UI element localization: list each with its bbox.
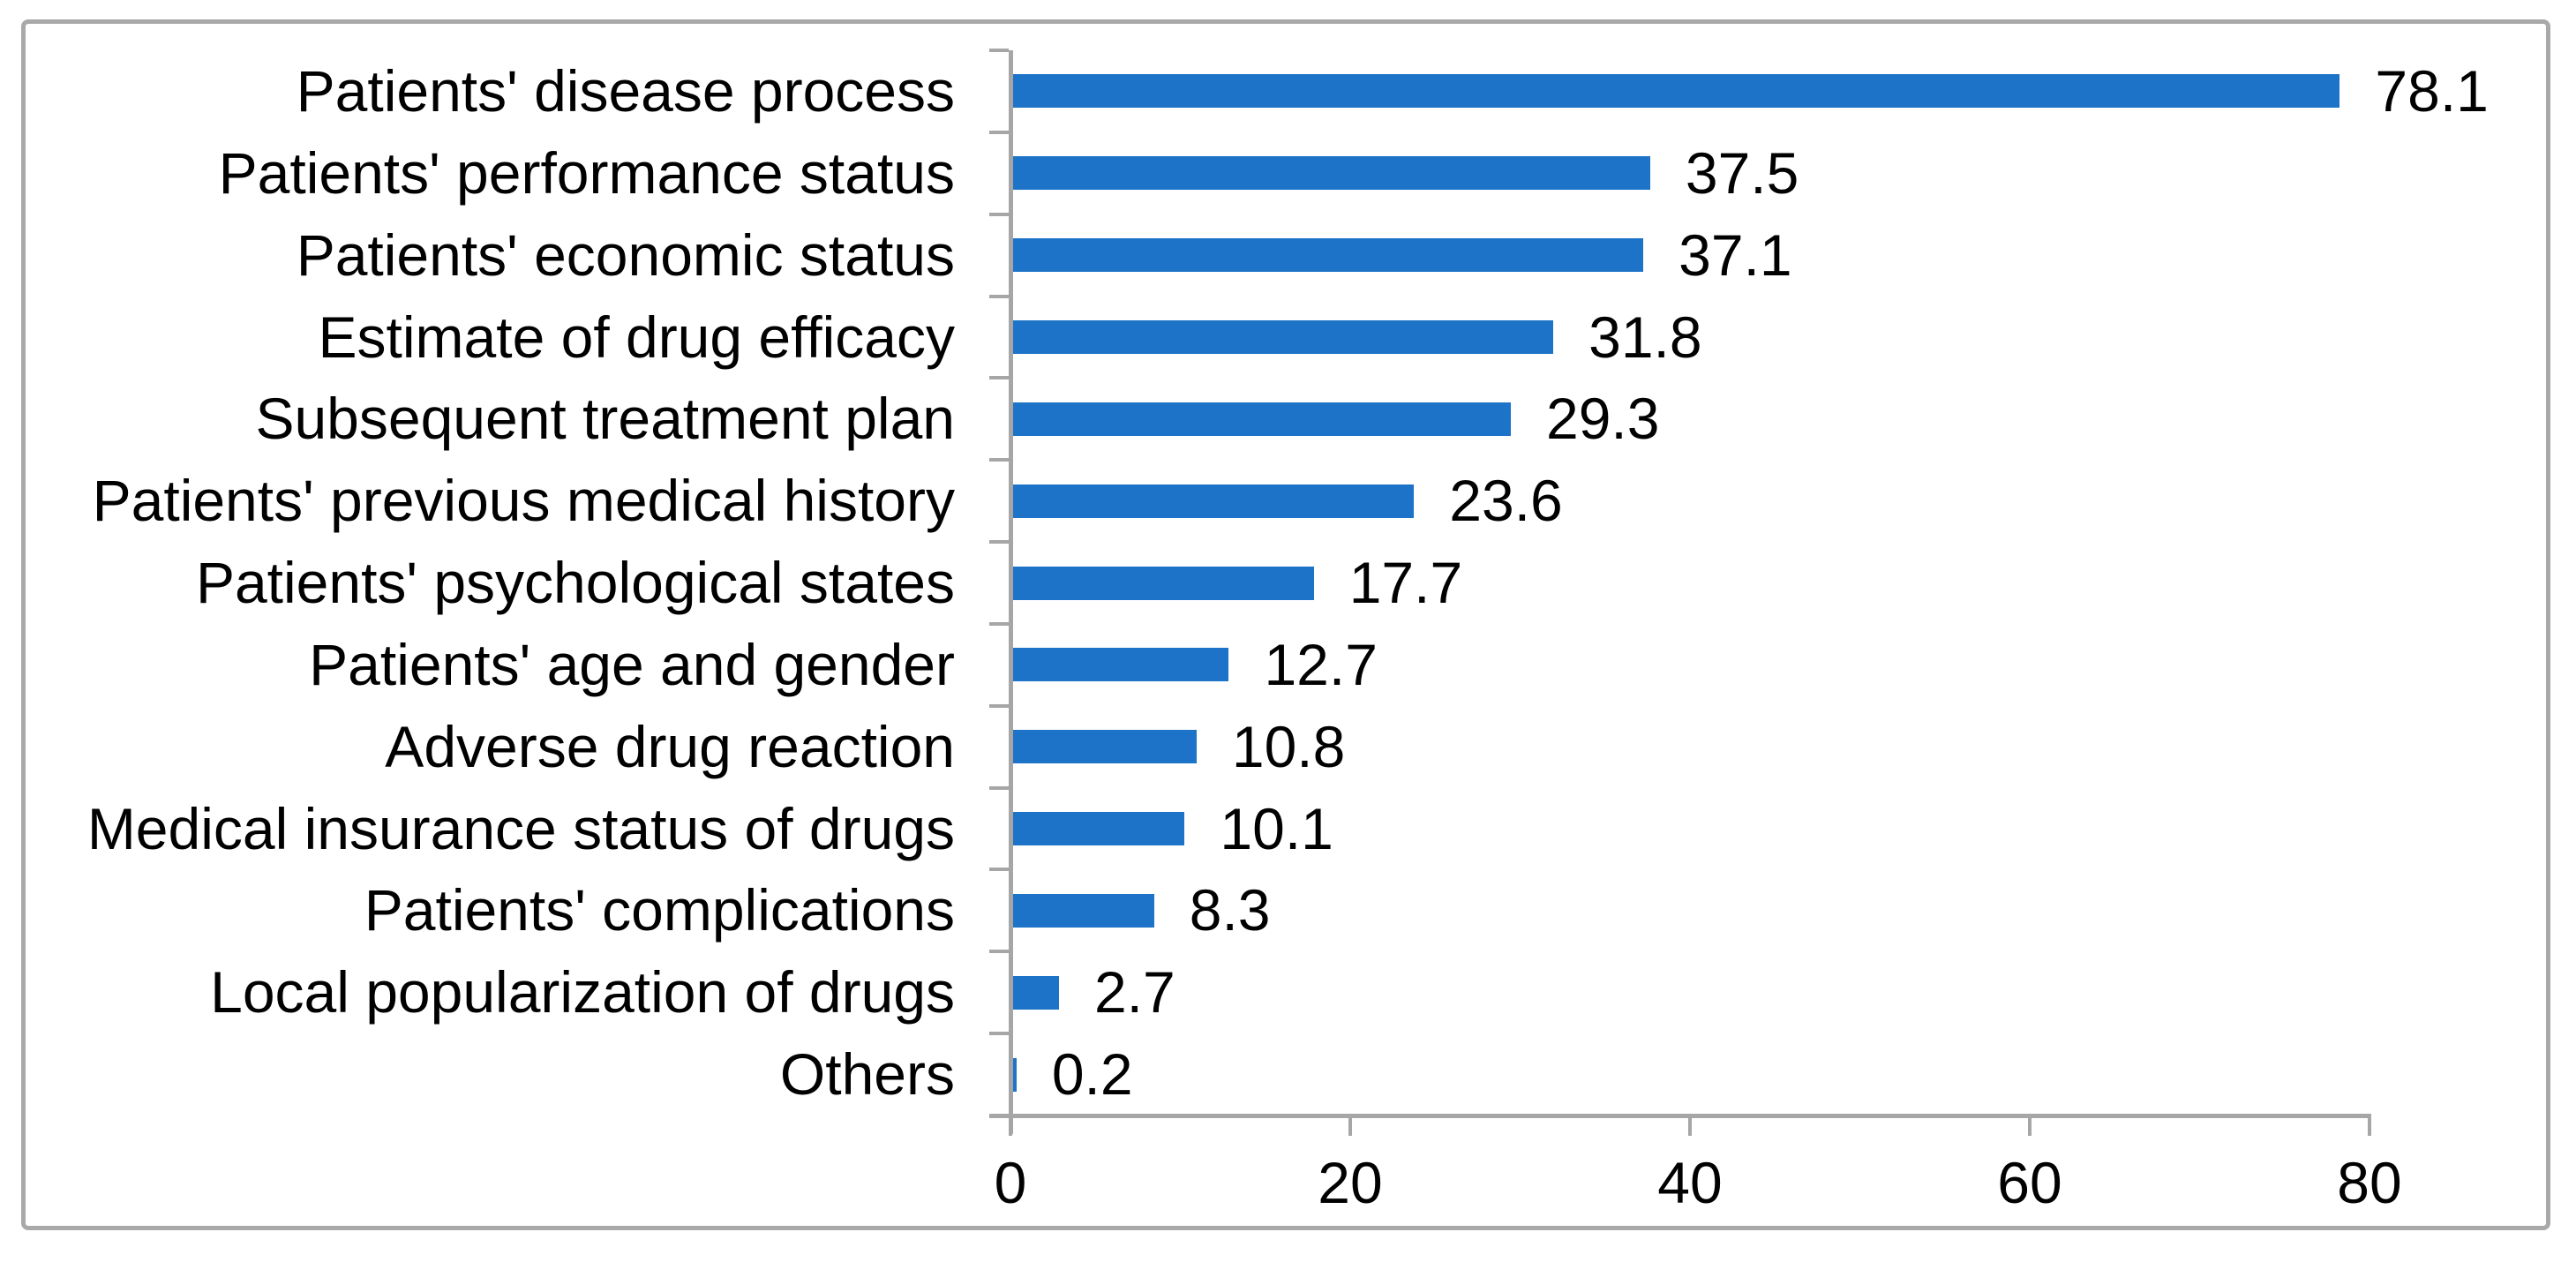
category-label: Patients' complications [364, 877, 955, 943]
category-label: Patients' disease process [296, 58, 955, 124]
y-axis-tick [989, 49, 1009, 52]
y-axis-tick [989, 785, 1009, 790]
bar [1013, 1057, 1017, 1092]
category-label: Patients' age and gender [309, 631, 955, 697]
x-axis-tick [2368, 1117, 2371, 1136]
y-axis-tick [989, 703, 1009, 708]
x-tick-label: 20 [1318, 1150, 1383, 1215]
x-tick-label: 0 [994, 1150, 1027, 1215]
value-label: 29.3 [1546, 386, 1660, 452]
bar [1013, 74, 2340, 109]
category-label: Patients' psychological states [195, 550, 955, 616]
x-axis-tick [2028, 1117, 2032, 1136]
bar [1013, 484, 1415, 518]
category-label: Subsequent treatment plan [255, 386, 955, 452]
x-tick-label: 80 [2337, 1150, 2402, 1215]
category-label: Local popularization of drugs [210, 959, 955, 1025]
y-axis-tick [989, 621, 1009, 626]
value-label: 78.1 [2375, 58, 2489, 124]
value-label: 17.7 [1348, 550, 1463, 616]
y-axis-tick [989, 1032, 1009, 1036]
bar [1013, 812, 1185, 846]
x-axis-tick [1688, 1117, 1692, 1136]
y-axis-tick [989, 212, 1009, 216]
category-label: Patients' economic status [296, 222, 955, 288]
value-label: 10.1 [1220, 795, 1333, 861]
x-axis-tick [1009, 1117, 1012, 1136]
category-label: Patients' performance status [218, 139, 955, 206]
value-label: 37.1 [1679, 222, 1792, 288]
x-tick-label: 60 [1997, 1150, 2062, 1215]
value-label: 23.6 [1449, 468, 1563, 534]
y-axis-tick [989, 130, 1009, 134]
bar [1013, 648, 1229, 682]
bar [1013, 975, 1059, 1010]
bar [1013, 566, 1314, 600]
category-label: Medical insurance status of drugs [86, 795, 955, 861]
y-axis-line [1009, 50, 1013, 1134]
y-axis-tick [989, 376, 1009, 380]
bar [1013, 893, 1154, 928]
category-label: Adverse drug reaction [385, 713, 955, 779]
value-label: 0.2 [1051, 1041, 1133, 1108]
value-label: 31.8 [1588, 304, 1702, 370]
x-tick-label: 40 [1657, 1150, 1723, 1215]
y-axis-tick [989, 868, 1009, 872]
y-axis-tick [989, 458, 1009, 462]
bar [1013, 319, 1554, 354]
chart-outer-frame [21, 19, 2550, 1230]
bar [1013, 402, 1512, 436]
y-axis-tick [989, 540, 1009, 545]
value-label: 37.5 [1685, 139, 1799, 206]
y-axis-tick [989, 950, 1009, 954]
bar [1013, 730, 1197, 764]
x-axis-line [989, 1114, 2371, 1118]
y-axis-tick [989, 294, 1009, 298]
x-axis-tick [1348, 1117, 1352, 1136]
category-label: Estimate of drug efficacy [318, 304, 955, 370]
value-label: 12.7 [1264, 631, 1378, 697]
category-label: Patients' previous medical history [92, 468, 955, 534]
value-label: 10.8 [1231, 713, 1346, 779]
value-label: 8.3 [1189, 877, 1271, 943]
bar [1013, 156, 1650, 191]
value-label: 2.7 [1093, 959, 1175, 1025]
bar [1013, 238, 1644, 273]
category-label: Others [779, 1041, 955, 1108]
